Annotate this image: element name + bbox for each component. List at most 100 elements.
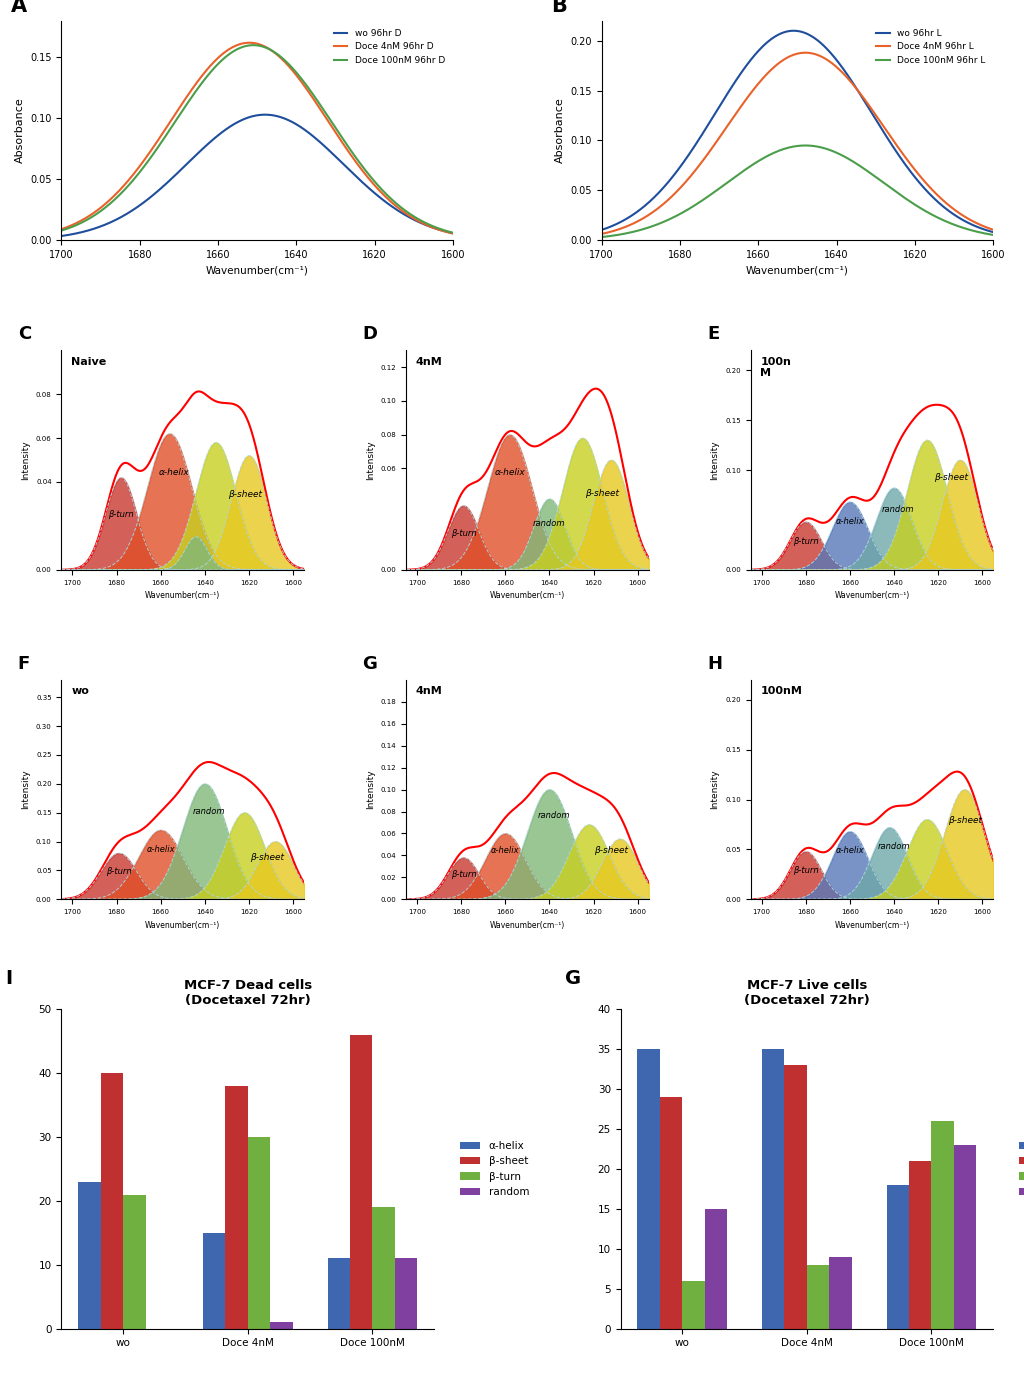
X-axis label: Wavenumber(cm⁻¹): Wavenumber(cm⁻¹) [206,266,308,275]
wo 96hr L [596,221,608,238]
Text: β-turn: β-turn [106,866,132,876]
Legend: wo 96hr D, Doce 4nM 96hr D, Doce 100nM 96hr D: wo 96hr D, Doce 4nM 96hr D, Doce 100nM 9… [330,25,449,69]
wo 96hr D [244,109,256,126]
Text: β-turn: β-turn [793,537,818,545]
Doce 4nM 96hr D [55,221,68,238]
Line: Doce 100nM 96hr L: Doce 100nM 96hr L [602,145,993,237]
Doce 4nM 96hr L [784,48,797,65]
Text: random: random [538,811,570,821]
Bar [248,1138,270,1329]
Bar [123,1194,145,1329]
Text: D: D [362,325,378,343]
Bar [784,1066,807,1329]
Y-axis label: Intensity: Intensity [22,770,31,810]
Doce 4nM 96hr D [242,35,254,51]
Doce 4nM 96hr D [438,223,451,239]
X-axis label: Wavenumber(cm⁻¹): Wavenumber(cm⁻¹) [489,591,565,601]
Line: wo 96hr D: wo 96hr D [61,115,453,237]
Line: wo 96hr L: wo 96hr L [602,30,993,233]
X-axis label: Wavenumber(cm⁻¹): Wavenumber(cm⁻¹) [145,591,220,601]
Text: random: random [882,505,914,513]
wo 96hr D [268,107,281,123]
Doce 4nM 96hr L [829,58,842,75]
Text: random: random [878,843,910,851]
Text: 100n
M: 100n M [760,357,792,378]
wo 96hr D [377,192,389,209]
Text: wo: wo [71,686,89,696]
wo 96hr L [918,179,930,195]
Doce 4nM 96hr L [808,46,820,62]
Text: C: C [17,325,31,343]
Text: β-sheet: β-sheet [947,817,982,825]
X-axis label: Wavenumber(cm⁻¹): Wavenumber(cm⁻¹) [835,591,909,601]
Doce 4nM 96hr L [987,221,999,238]
Text: β-turn: β-turn [109,511,134,519]
Text: E: E [707,325,719,343]
Doce 4nM 96hr D [377,185,389,202]
Bar [887,1185,909,1329]
Bar [705,1208,727,1329]
Bar [203,1233,225,1329]
Text: α-helix: α-helix [490,846,519,855]
Bar [638,1049,659,1329]
Line: Doce 4nM 96hr L: Doce 4nM 96hr L [602,53,993,234]
Text: α-helix: α-helix [159,468,189,477]
X-axis label: Wavenumber(cm⁻¹): Wavenumber(cm⁻¹) [145,920,220,930]
Doce 100nM 96hr L [808,138,820,155]
wo 96hr L [808,29,820,46]
wo 96hr L [829,50,842,66]
Doce 100nM 96hr L [979,226,991,242]
Text: α-helix: α-helix [146,846,175,854]
Doce 4nM 96hr L [596,226,608,242]
wo 96hr D [242,109,254,126]
Doce 4nM 96hr D [268,44,281,61]
wo 96hr D [446,226,459,242]
Doce 100nM 96hr D [244,37,256,54]
Text: β-sheet: β-sheet [594,846,628,855]
Bar [395,1258,417,1329]
Text: β-turn: β-turn [793,866,818,876]
Doce 100nM 96hr D [377,183,389,199]
Text: Naive: Naive [71,357,106,367]
Bar [373,1207,395,1329]
Title: MCF-7 Dead cells
(Docetaxel 72hr): MCF-7 Dead cells (Docetaxel 72hr) [183,978,312,1006]
Legend: α-helix, β-sheet, β-turn, random: α-helix, β-sheet, β-turn, random [1015,1138,1024,1201]
wo 96hr L [979,221,991,238]
Text: B: B [551,0,566,17]
Bar [100,1073,123,1329]
Bar [682,1280,705,1329]
Doce 4nM 96hr L [781,48,794,65]
Bar [270,1322,293,1329]
Bar [932,1121,954,1329]
Doce 100nM 96hr L [829,144,842,161]
Doce 4nM 96hr L [799,44,811,61]
Y-axis label: Intensity: Intensity [366,440,375,480]
wo 96hr L [781,24,794,40]
Text: 4nM: 4nM [416,357,442,367]
Y-axis label: Intensity: Intensity [711,440,720,480]
Doce 4nM 96hr D [289,65,301,82]
Bar [79,1182,100,1329]
Text: β-sheet: β-sheet [250,853,284,862]
Legend: wo 96hr L, Doce 4nM 96hr L, Doce 100nM 96hr L: wo 96hr L, Doce 4nM 96hr L, Doce 100nM 9… [872,25,989,69]
Text: G: G [564,969,581,988]
Text: I: I [5,969,12,988]
Text: random: random [534,519,565,527]
Bar [909,1161,932,1329]
Doce 100nM 96hr D [268,44,281,61]
Text: α-helix: α-helix [836,847,864,855]
Doce 100nM 96hr L [781,140,794,156]
Doce 4nM 96hr D [245,35,257,51]
Doce 4nM 96hr D [446,226,459,242]
Doce 100nM 96hr D [446,224,459,241]
Doce 100nM 96hr L [784,138,797,155]
Bar [954,1145,976,1329]
Doce 100nM 96hr D [289,62,301,79]
Bar [829,1257,852,1329]
Title: MCF-7 Live cells
(Docetaxel 72hr): MCF-7 Live cells (Docetaxel 72hr) [744,978,869,1006]
Doce 4nM 96hr L [979,219,991,235]
Text: α-helix: α-helix [836,516,864,526]
Text: β-sheet: β-sheet [586,489,620,497]
Doce 100nM 96hr D [438,221,451,238]
Text: G: G [362,655,377,673]
